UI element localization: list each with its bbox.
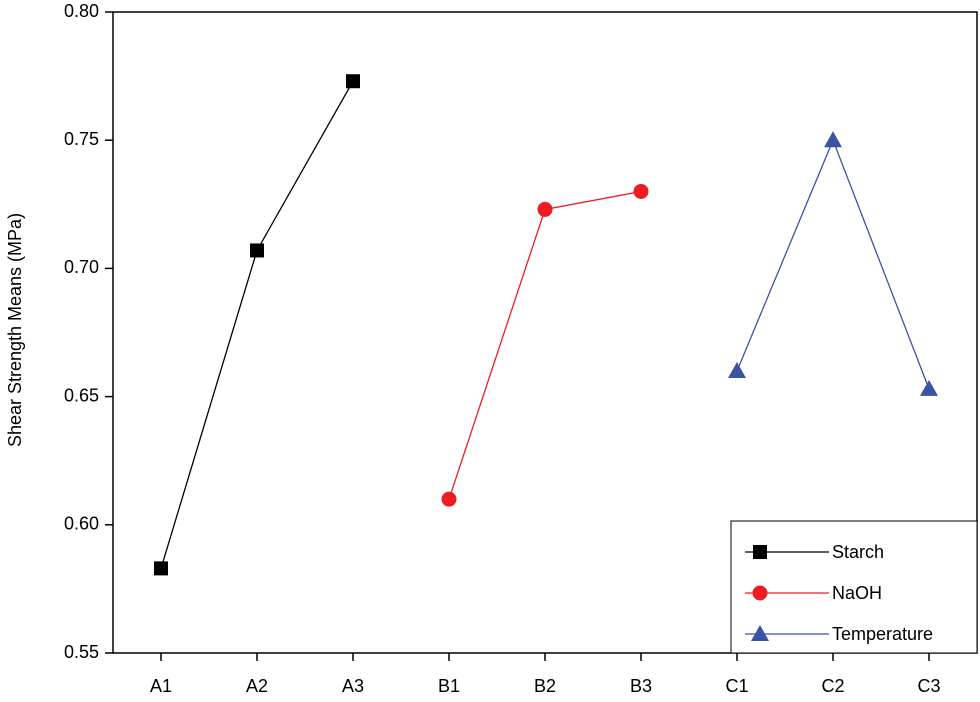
y-tick-label: 0.75 xyxy=(64,129,99,149)
legend-label: Temperature xyxy=(832,624,933,644)
y-tick-label: 0.70 xyxy=(64,257,99,277)
legend-label: Starch xyxy=(832,542,884,562)
series-line xyxy=(160,80,354,569)
x-tick-label: A3 xyxy=(342,676,364,696)
data-point xyxy=(346,74,360,89)
series-line xyxy=(736,138,930,390)
data-point xyxy=(633,183,649,199)
series-line xyxy=(448,190,642,500)
legend-marker xyxy=(752,585,768,601)
y-tick-label: 0.65 xyxy=(64,385,99,405)
y-tick-label: 0.55 xyxy=(64,642,99,662)
y-axis-label: Shear Strength Means (MPa) xyxy=(5,213,25,447)
x-tick-label: B2 xyxy=(534,676,556,696)
x-tick-label: C3 xyxy=(917,676,940,696)
x-tick-label: A1 xyxy=(150,676,172,696)
x-tick-label: B1 xyxy=(438,676,460,696)
data-point xyxy=(920,379,938,396)
legend-marker xyxy=(753,545,767,559)
y-tick-label: 0.60 xyxy=(64,514,99,534)
x-tick-label: B3 xyxy=(630,676,652,696)
legend-marker xyxy=(751,625,769,641)
legend-box xyxy=(730,520,978,654)
x-tick-label: C2 xyxy=(821,676,844,696)
legend-label: NaOH xyxy=(832,583,882,603)
data-point xyxy=(441,491,457,507)
data-point xyxy=(250,243,264,258)
y-tick-label: 0.80 xyxy=(64,1,99,21)
x-tick-label: C1 xyxy=(725,676,748,696)
data-point xyxy=(824,131,842,148)
data-point xyxy=(537,201,553,217)
data-point xyxy=(154,561,168,576)
x-tick-label: A2 xyxy=(246,676,268,696)
data-point xyxy=(728,361,746,378)
